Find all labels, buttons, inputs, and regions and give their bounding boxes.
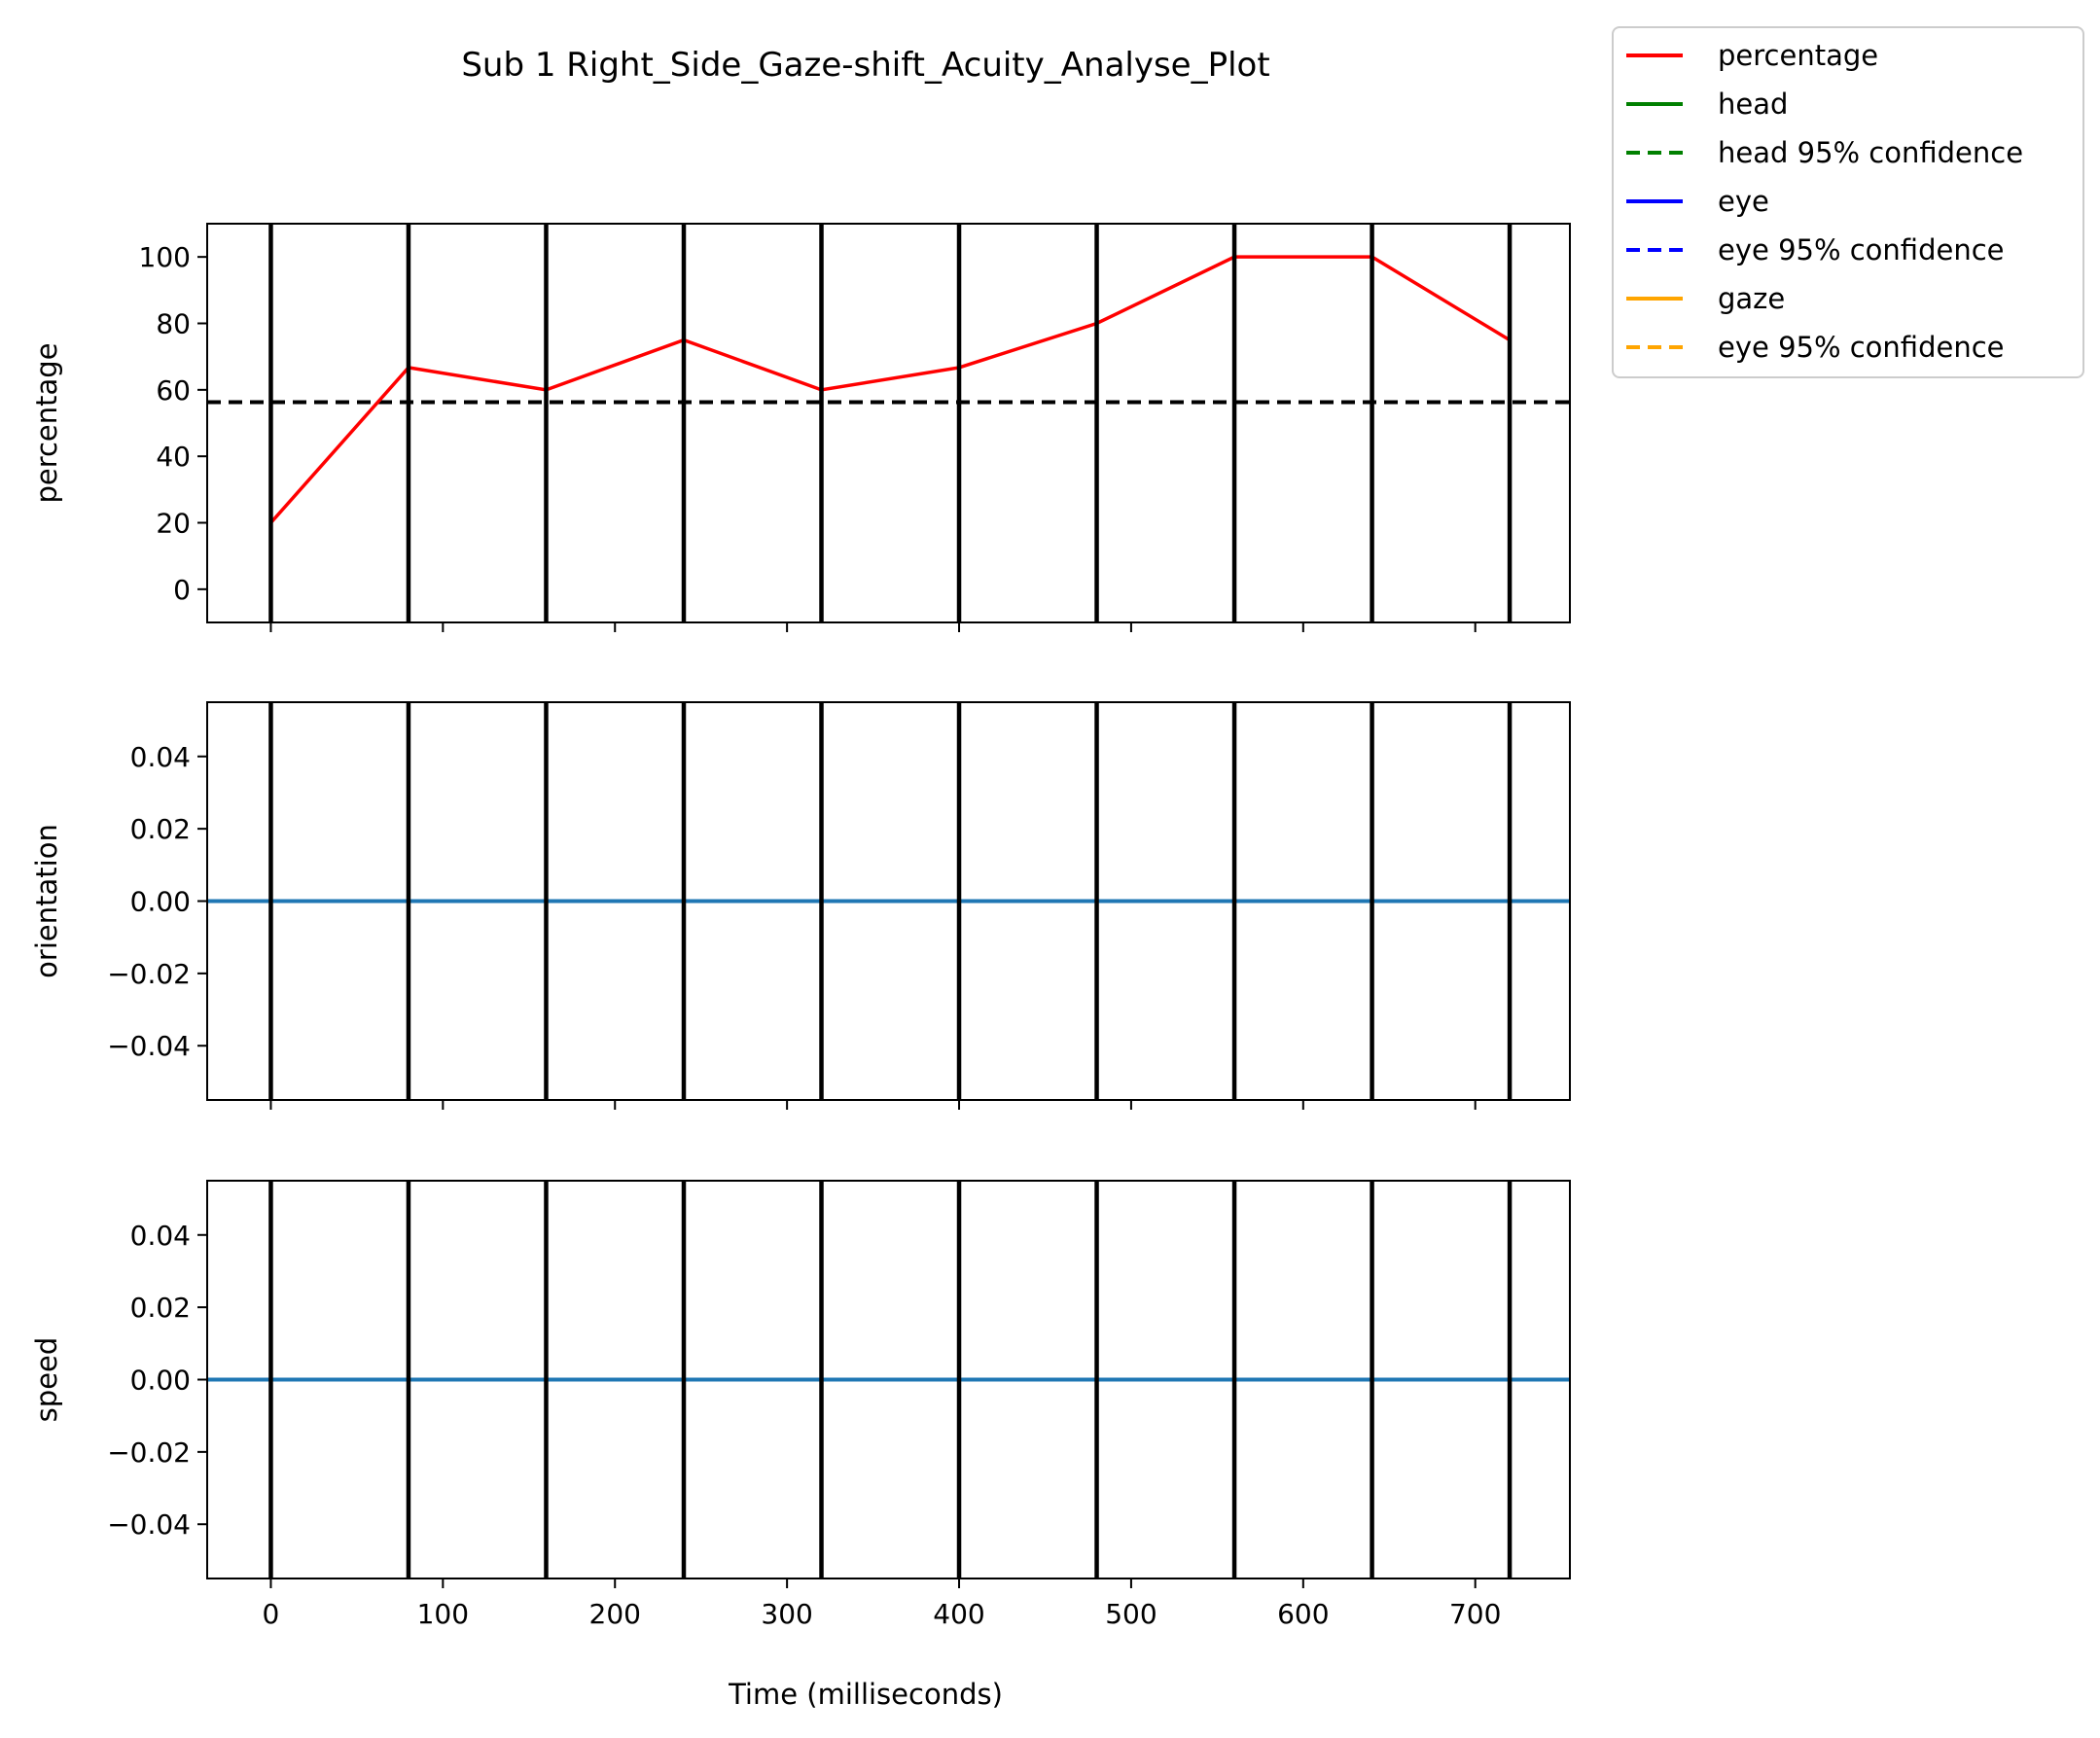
legend: percentage head head 95% confidence eye eye … <box>1612 26 2084 378</box>
x-tick-label-2: 200 <box>589 1598 641 1630</box>
y-tick-label-2-2: 0.00 <box>130 886 191 918</box>
y-axis-label-2: orientation <box>30 824 63 978</box>
plot-area-2 <box>207 702 1570 1100</box>
y-tick-label-2-0: −0.04 <box>107 1030 191 1062</box>
y-tick-label-3-0: −0.04 <box>107 1508 191 1541</box>
x-tick-label-7: 700 <box>1449 1598 1501 1630</box>
legend-entry-4: eye 95% confidence <box>1626 233 2005 266</box>
panel-1: 0 20 40 60 80 100 percentage <box>30 223 1571 632</box>
axes-frame-1 <box>206 223 1571 623</box>
y-tick-label-3-2: 0.00 <box>130 1365 191 1397</box>
x-tick-label-0: 0 <box>263 1598 280 1630</box>
legend-label-0: percentage <box>1718 39 1878 72</box>
y-tick-label-1-0: 0 <box>173 574 191 606</box>
y-tick-label-3-3: 0.02 <box>130 1292 191 1324</box>
y-tick-label-1-5: 100 <box>139 241 191 273</box>
legend-label-3: eye <box>1718 185 1769 218</box>
x-tick-label-1: 100 <box>417 1598 469 1630</box>
panel-3: −0.04 −0.02 0.00 0.02 0.04 0 100 200 300 400 500 60… <box>30 1180 1571 1630</box>
panels: 0 20 40 60 80 100 percentage −0.04 −0.02 0.00 0.02… <box>30 223 1571 1630</box>
legend-entry-6: eye 95% confidence <box>1626 331 2005 364</box>
x-tick-label-4: 400 <box>933 1598 984 1630</box>
legend-label-4: eye 95% confidence <box>1718 233 2005 266</box>
y-tick-label-1-1: 20 <box>156 508 191 540</box>
legend-entry-1: head <box>1626 88 1788 121</box>
y-axis-label-1: percentage <box>30 342 63 503</box>
y-tick-label-2-4: 0.04 <box>130 741 191 773</box>
y-tick-label-1-4: 80 <box>156 308 191 340</box>
y-tick-label-3-4: 0.04 <box>130 1220 191 1252</box>
y-tick-label-3-1: −0.02 <box>107 1437 191 1469</box>
legend-label-1: head <box>1718 88 1788 121</box>
legend-entry-3: eye <box>1626 185 1769 218</box>
panel-2: −0.04 −0.02 0.00 0.02 0.04 orientation <box>30 701 1571 1110</box>
x-tick-label-3: 300 <box>761 1598 812 1630</box>
x-tick-label-6: 600 <box>1277 1598 1329 1630</box>
legend-label-5: gaze <box>1718 282 1785 315</box>
series-line-percentage <box>269 255 1511 524</box>
plot-area-3 <box>207 1181 1570 1578</box>
y-tick-label-2-3: 0.02 <box>130 813 191 845</box>
x-tick-label-5: 500 <box>1105 1598 1157 1630</box>
legend-box <box>1612 26 2084 378</box>
legend-label-6: eye 95% confidence <box>1718 331 2005 364</box>
y-tick-label-1-2: 40 <box>156 441 191 473</box>
y-tick-label-2-1: −0.02 <box>107 958 191 990</box>
legend-entry-0: percentage <box>1626 39 1878 72</box>
x-axis-label: Time (milliseconds) <box>728 1678 1003 1711</box>
plot-area-1 <box>207 224 1570 622</box>
y-axis-label-3: speed <box>30 1337 63 1423</box>
chart-title: Sub 1 Right_Side_Gaze-shift_Acuity_Analy… <box>461 46 1269 85</box>
legend-entry-5: gaze <box>1626 282 1785 315</box>
legend-label-2: head 95% confidence <box>1718 136 2023 169</box>
y-tick-label-1-3: 60 <box>156 374 191 407</box>
legend-entry-2: head 95% confidence <box>1626 136 2023 169</box>
